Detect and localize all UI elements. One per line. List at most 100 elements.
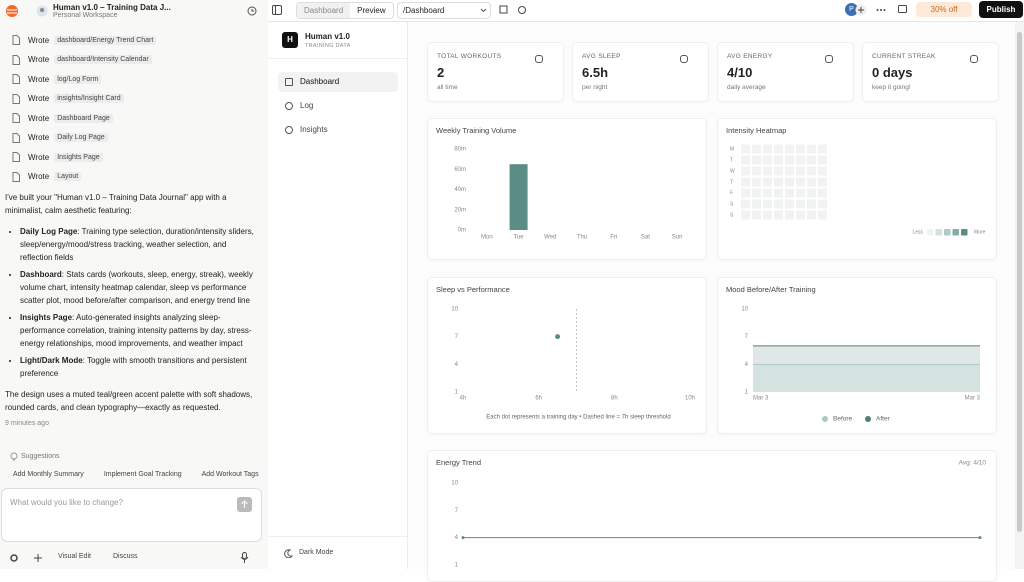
nav-label: Insights — [300, 125, 328, 134]
card — [717, 118, 997, 260]
feature-title: Insights Page — [20, 313, 73, 322]
action-verb: Wrote — [28, 74, 50, 84]
moon-icon[interactable] — [284, 549, 293, 558]
feature-title: Daily Log Page — [20, 227, 78, 236]
feature-text: : Stats cards (workouts, sleep, energy, … — [20, 270, 253, 305]
stat-label: TOTAL WORKOUTS — [437, 53, 502, 60]
stat-card: AVG SLEEP 6.5h per night — [572, 42, 709, 102]
feature-text: : Training type selection, duration/inte… — [20, 227, 254, 262]
summary: I've built your "Human v1.0 – Training D… — [5, 191, 257, 414]
stat-label: AVG SLEEP — [582, 53, 621, 60]
send-button[interactable] — [237, 497, 252, 512]
file-icon — [12, 152, 20, 162]
action-verb: Wrote — [28, 94, 50, 103]
github-icon[interactable] — [898, 5, 907, 15]
route-box[interactable]: /Dashboard — [397, 2, 491, 19]
suggestion[interactable]: Add Monthly Summary — [13, 471, 84, 478]
promo-badge[interactable]: 30% off — [916, 2, 972, 17]
action-row: Wrote Layout — [12, 171, 82, 182]
nav-label: Dashboard — [300, 77, 340, 86]
nav-item[interactable]: Dashboard — [278, 72, 398, 92]
file-icon — [12, 93, 20, 104]
logo — [6, 5, 18, 17]
mic-icon[interactable] — [240, 552, 249, 563]
card — [427, 450, 997, 582]
summary-intro: I've built your "Human v1.0 – Training D… — [5, 193, 227, 215]
feature-list: Daily Log Page: Training type selection,… — [5, 225, 257, 380]
toolbar: Dashboard Preview /Dashboard P 30% off Pu… — [268, 0, 1024, 22]
action-target: insights/Insight Card — [54, 94, 124, 103]
action-row: Wrote log/Log Form — [12, 74, 102, 84]
action-target: Layout — [54, 172, 82, 181]
project-title[interactable]: Human v1.0 – Training Data J... — [53, 3, 171, 12]
action-verb: Wrote — [28, 152, 50, 162]
nav-item[interactable]: Insights — [278, 120, 398, 140]
stat-icon — [680, 55, 688, 63]
stat-value: 0 days — [872, 65, 913, 80]
page: Human v1.0 – Training Data J... Personal… — [0, 0, 1024, 569]
add-icon[interactable] — [33, 553, 43, 563]
route: /Dashboard — [403, 6, 445, 15]
file-icon — [12, 35, 20, 45]
settings-icon[interactable] — [9, 553, 19, 563]
avatar[interactable]: P — [845, 3, 858, 16]
nav-item[interactable]: Log — [278, 96, 398, 116]
tools: Visual Edit Discuss — [50, 553, 137, 560]
action-verb: Wrote — [28, 35, 50, 45]
project-icon — [36, 5, 48, 17]
action-target: dashboard/Intensity Calendar — [54, 55, 152, 64]
invite-icon[interactable] — [855, 4, 867, 16]
stat-value: 2 — [437, 65, 445, 80]
scroll-thumb[interactable] — [1017, 32, 1022, 532]
tool[interactable]: Visual Edit — [58, 553, 91, 560]
nav-icon — [285, 102, 293, 110]
sidebar-toggle[interactable] — [272, 5, 282, 15]
action-target: Daily Log Page — [54, 133, 108, 142]
summary-outro: The design uses a muted teal/green accen… — [5, 390, 253, 412]
action-verb: Wrote — [28, 133, 50, 142]
input-placeholder: What would you like to change? — [10, 498, 123, 507]
nav-icon — [285, 78, 293, 86]
view-tabs: Dashboard Preview — [296, 2, 394, 19]
app-sidebar: H Human v1.0 TRAINING DATA Dashboard Log I… — [268, 22, 408, 569]
workspace: Personal Workspace — [53, 12, 118, 19]
feature-text: : Toggle with smooth transitions and per… — [20, 356, 247, 378]
feature: Daily Log Page: Training type selection,… — [20, 225, 257, 264]
tab[interactable]: Preview — [350, 3, 393, 18]
action-target: dashboard/Energy Trend Chart — [54, 35, 157, 45]
nav-label: Log — [300, 101, 314, 110]
chat-input[interactable]: What would you like to change? — [1, 488, 262, 542]
feature-title: Dashboard — [20, 270, 62, 279]
feature: Dashboard: Stats cards (workouts, sleep,… — [20, 268, 257, 307]
action-row: Wrote insights/Insight Card — [12, 93, 124, 104]
action-row: Wrote dashboard/Intensity Calendar — [12, 54, 152, 65]
action-verb: Wrote — [28, 172, 50, 181]
tool[interactable]: Discuss — [112, 553, 138, 560]
chat-panel: Human v1.0 – Training Data J... Personal… — [0, 0, 269, 569]
feature-title: Light/Dark Mode — [20, 356, 83, 365]
action-target: Insights Page — [54, 152, 103, 162]
more-icon[interactable] — [876, 8, 886, 12]
file-icon — [12, 74, 20, 84]
nav-icon — [285, 126, 293, 134]
chevron — [480, 8, 487, 13]
suggestions-label: Suggestions — [21, 453, 60, 460]
stat-label: AVG ENERGY — [727, 53, 773, 60]
action-row: Wrote Daily Log Page — [12, 132, 108, 143]
theme-toggle[interactable]: Dark Mode — [299, 549, 334, 556]
action-target: Dashboard Page — [54, 113, 113, 123]
action-row: Wrote Insights Page — [12, 152, 103, 162]
stat-value: 6.5h — [582, 65, 609, 80]
publish-button[interactable]: Publish — [979, 1, 1023, 18]
stat-card: CURRENT STREAK 0 days keep it going! — [862, 42, 999, 102]
history-icon[interactable] — [247, 6, 257, 16]
stat-card: TOTAL WORKOUTS 2 all time — [427, 42, 564, 102]
tab[interactable]: Dashboard — [297, 3, 351, 18]
stat-note: keep it going! — [872, 84, 911, 91]
action-target: log/Log Form — [54, 74, 102, 84]
suggestion[interactable]: Implement Goal Tracking — [103, 471, 182, 478]
stat-icon — [535, 55, 543, 63]
divider — [268, 58, 407, 59]
suggestion[interactable]: Add Workout Tags — [201, 471, 259, 478]
route-icons[interactable] — [499, 5, 539, 15]
